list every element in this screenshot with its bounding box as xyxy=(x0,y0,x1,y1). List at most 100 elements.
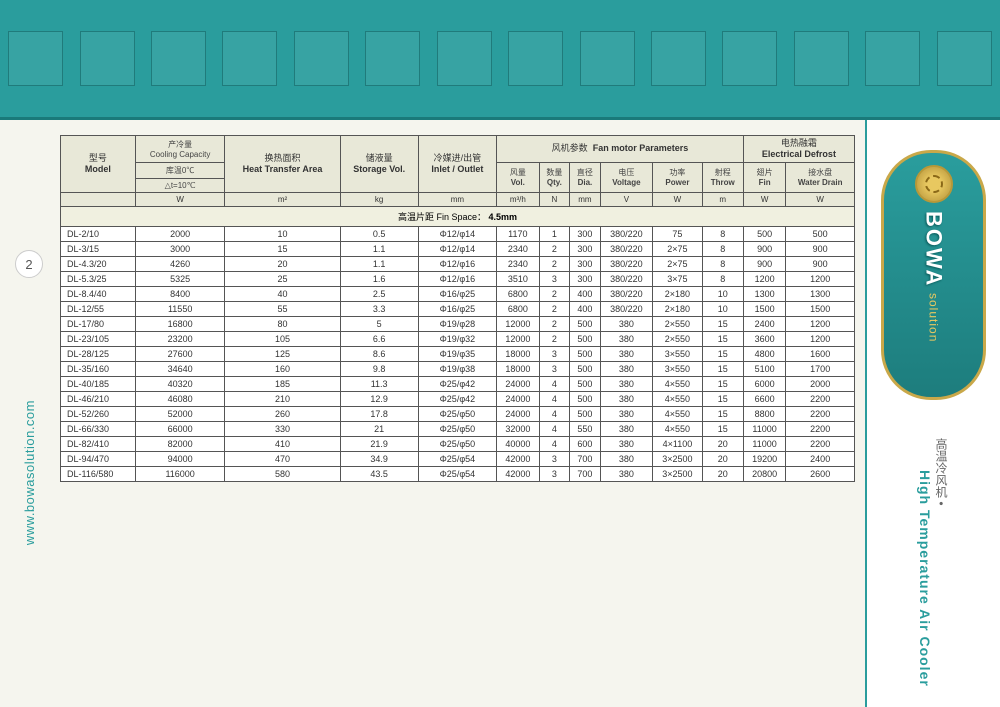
unit-heat: m² xyxy=(225,192,340,206)
table-row: DL-66/3306600033021Φ25/φ503200045503804×… xyxy=(61,421,855,436)
table-cell: 1300 xyxy=(743,286,786,301)
table-row: DL-82/4108200041021.9Φ25/φ50400004600380… xyxy=(61,436,855,451)
table-cell: 3×2500 xyxy=(653,466,703,481)
table-cell: 260 xyxy=(225,406,340,421)
table-cell: 500 xyxy=(786,226,855,241)
table-cell: 9.8 xyxy=(340,361,418,376)
table-cell: DL-52/260 xyxy=(61,406,136,421)
table-row: DL-8.4/408400402.5Φ16/φ2568002400380/220… xyxy=(61,286,855,301)
table-cell: 15 xyxy=(702,421,743,436)
table-cell: Φ12/φ14 xyxy=(418,241,496,256)
table-cell: 32000 xyxy=(497,421,540,436)
table-cell: DL-46/210 xyxy=(61,391,136,406)
col-dt: △t=10℃ xyxy=(135,178,225,192)
unit-dia: mm xyxy=(570,192,601,206)
table-cell: 12000 xyxy=(497,331,540,346)
table-cell: 380 xyxy=(600,361,653,376)
table-cell: 43.5 xyxy=(340,466,418,481)
table-cell: Φ25/φ50 xyxy=(418,436,496,451)
unit-vol: m³/h xyxy=(497,192,540,206)
table-cell: 1200 xyxy=(786,271,855,286)
table-cell: 900 xyxy=(743,256,786,271)
table-row: DL-17/8016800805Φ19/φ281200025003802×550… xyxy=(61,316,855,331)
table-cell: 500 xyxy=(570,376,601,391)
table-cell: 500 xyxy=(570,316,601,331)
table-cell: 3600 xyxy=(743,331,786,346)
table-cell: 1 xyxy=(539,226,570,241)
table-cell: 380/220 xyxy=(600,241,653,256)
table-cell: 8.6 xyxy=(340,346,418,361)
table-cell: 2 xyxy=(539,316,570,331)
table-cell: 580 xyxy=(225,466,340,481)
col-fin: 翅片Fin xyxy=(743,162,786,192)
table-cell: Φ25/φ50 xyxy=(418,421,496,436)
table-cell: 16800 xyxy=(135,316,225,331)
table-cell: 300 xyxy=(570,226,601,241)
table-cell: DL-5.3/25 xyxy=(61,271,136,286)
table-cell: 4×550 xyxy=(653,406,703,421)
unit-cooling: W xyxy=(135,192,225,206)
unit-storage: kg xyxy=(340,192,418,206)
brand-badge: BOWA solution xyxy=(881,150,986,400)
table-cell: 55 xyxy=(225,301,340,316)
table-cell: DL-12/55 xyxy=(61,301,136,316)
table-cell: 500 xyxy=(570,406,601,421)
table-cell: 2200 xyxy=(786,406,855,421)
table-row: DL-2/102000100.5Φ12/φ1411701300380/22075… xyxy=(61,226,855,241)
table-cell: 11000 xyxy=(743,436,786,451)
table-cell: 2200 xyxy=(786,436,855,451)
table-cell: 1.6 xyxy=(340,271,418,286)
table-cell: 3.3 xyxy=(340,301,418,316)
table-cell: 15 xyxy=(702,331,743,346)
table-cell: 500 xyxy=(570,346,601,361)
table-cell: 3000 xyxy=(135,241,225,256)
table-cell: 116000 xyxy=(135,466,225,481)
table-row: DL-46/2104608021012.9Φ25/φ42240004500380… xyxy=(61,391,855,406)
table-cell: 1200 xyxy=(786,316,855,331)
table-cell: 2×75 xyxy=(653,241,703,256)
table-cell: 4×550 xyxy=(653,421,703,436)
table-cell: 2340 xyxy=(497,241,540,256)
brand-sub: solution xyxy=(927,293,941,342)
table-cell: Φ19/φ35 xyxy=(418,346,496,361)
table-cell: 21.9 xyxy=(340,436,418,451)
table-cell: 12.9 xyxy=(340,391,418,406)
table-row: DL-116/58011600058043.5Φ25/φ544200037003… xyxy=(61,466,855,481)
col-voltage: 电压Voltage xyxy=(600,162,653,192)
table-cell: 380/220 xyxy=(600,226,653,241)
table-row: DL-40/1854032018511.3Φ25/φ42240004500380… xyxy=(61,376,855,391)
table-cell: 3510 xyxy=(497,271,540,286)
table-cell: 2200 xyxy=(786,391,855,406)
unit-voltage: V xyxy=(600,192,653,206)
table-cell: 75 xyxy=(653,226,703,241)
table-cell: 700 xyxy=(570,451,601,466)
table-row: DL-35/160346401609.8Φ19/φ381800035003803… xyxy=(61,361,855,376)
table-cell: 3 xyxy=(539,451,570,466)
top-banner xyxy=(0,0,1000,120)
table-header: 型号Model 产冷量Cooling Capacity 换热面积Heat Tra… xyxy=(61,136,855,207)
table-cell: 4×1100 xyxy=(653,436,703,451)
table-cell: 19200 xyxy=(743,451,786,466)
table-cell: 15 xyxy=(702,391,743,406)
content-area: 2 www.bowasolution.com 型号Model 产冷量Coolin… xyxy=(0,120,1000,707)
col-dia: 直径Dia. xyxy=(570,162,601,192)
table-row: DL-94/4709400047034.9Φ25/φ54420003700380… xyxy=(61,451,855,466)
table-cell: DL-4.3/20 xyxy=(61,256,136,271)
table-cell: DL-66/330 xyxy=(61,421,136,436)
right-sidebar: BOWA solution High Temperature Air Coole… xyxy=(865,120,1000,707)
table-cell: 3×2500 xyxy=(653,451,703,466)
table-cell: 2×550 xyxy=(653,316,703,331)
table-cell: 6.6 xyxy=(340,331,418,346)
table-cell: 34640 xyxy=(135,361,225,376)
table-cell: 300 xyxy=(570,241,601,256)
table-cell: DL-94/470 xyxy=(61,451,136,466)
table-cell: 500 xyxy=(570,331,601,346)
table-cell: 6800 xyxy=(497,301,540,316)
col-cooling-top: 产冷量Cooling Capacity xyxy=(135,136,225,163)
col-throw: 射程Throw xyxy=(702,162,743,192)
table-cell: Φ25/φ54 xyxy=(418,451,496,466)
table-cell: 18000 xyxy=(497,361,540,376)
table-cell: 1200 xyxy=(743,271,786,286)
table-cell: 2 xyxy=(539,331,570,346)
table-cell: 6800 xyxy=(497,286,540,301)
